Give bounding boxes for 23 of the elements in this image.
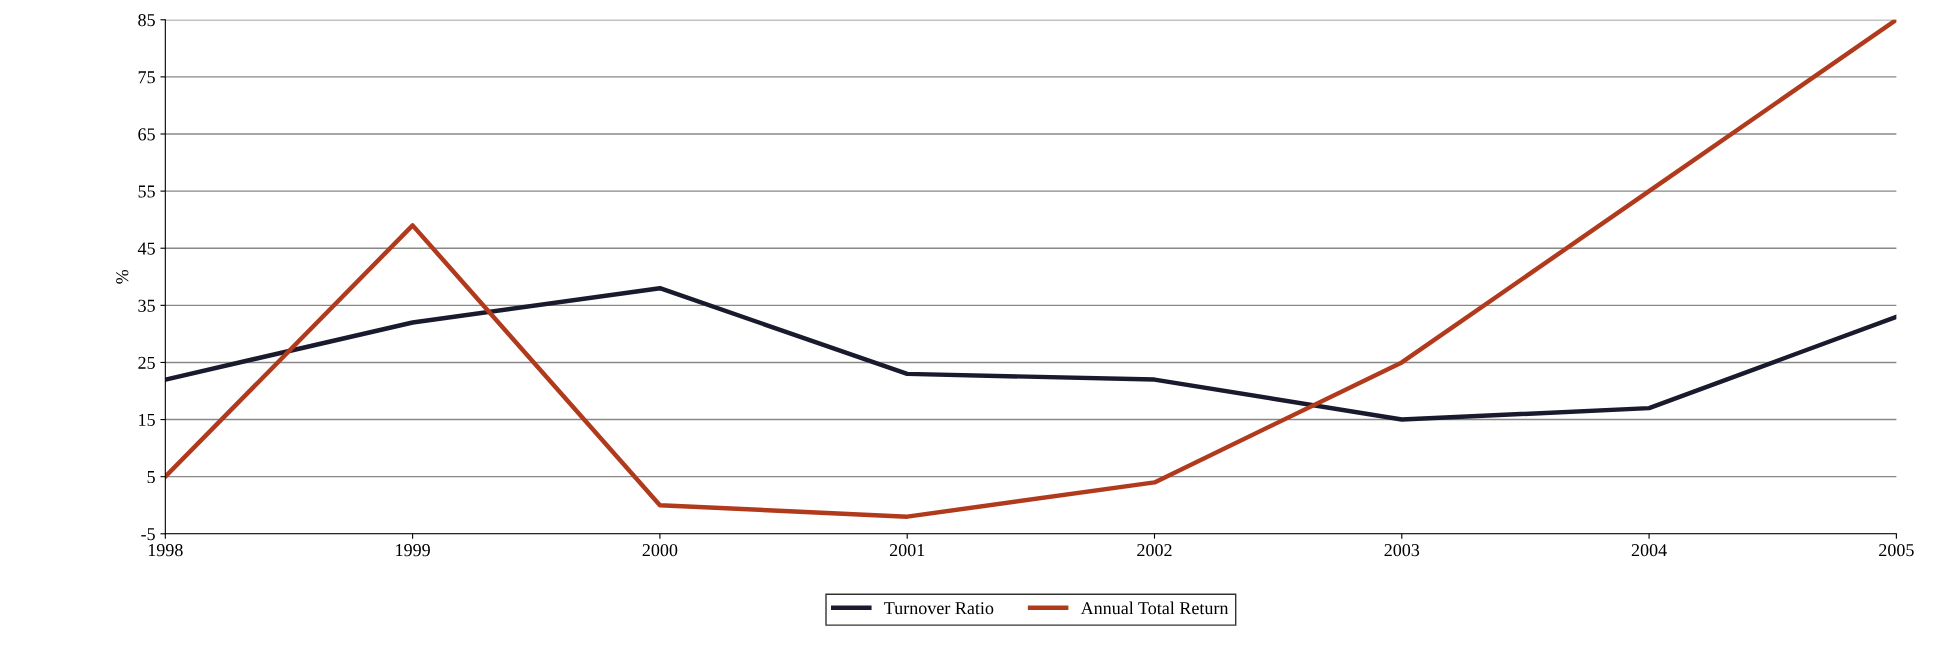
x-tick-label: 1999: [396, 544, 430, 557]
legend-label: Annual Total Return: [1080, 601, 1229, 615]
y-tick-label: 25: [138, 356, 155, 369]
y-tick-label: 15: [139, 413, 155, 427]
y-tick-label: 45: [137, 242, 155, 255]
y-tick-label: 75: [138, 71, 155, 84]
y-tick-label: 65: [138, 128, 155, 141]
y-axis-title: %: [116, 269, 129, 284]
x-tick-label: 2002: [1137, 544, 1172, 557]
x-tick-label: 2003: [1384, 544, 1420, 557]
line-series: [165, 19, 1897, 519]
y-tick-label: -5: [141, 528, 155, 541]
line-series: [165, 285, 1897, 422]
y-tick-label: 85: [138, 14, 155, 27]
x-tick-label: 1998: [148, 544, 183, 557]
x-tick-label: 2001: [889, 544, 925, 557]
y-tick-label: 55: [138, 185, 155, 198]
x-tick-label: 2000: [642, 544, 678, 557]
y-tick-label: 35: [138, 299, 155, 312]
legend-label: Turnover Ratio: [884, 602, 994, 615]
x-tick-label: 2005: [1879, 544, 1914, 557]
y-tick-label: 5: [147, 471, 155, 484]
x-tick-label: 2004: [1631, 544, 1667, 557]
